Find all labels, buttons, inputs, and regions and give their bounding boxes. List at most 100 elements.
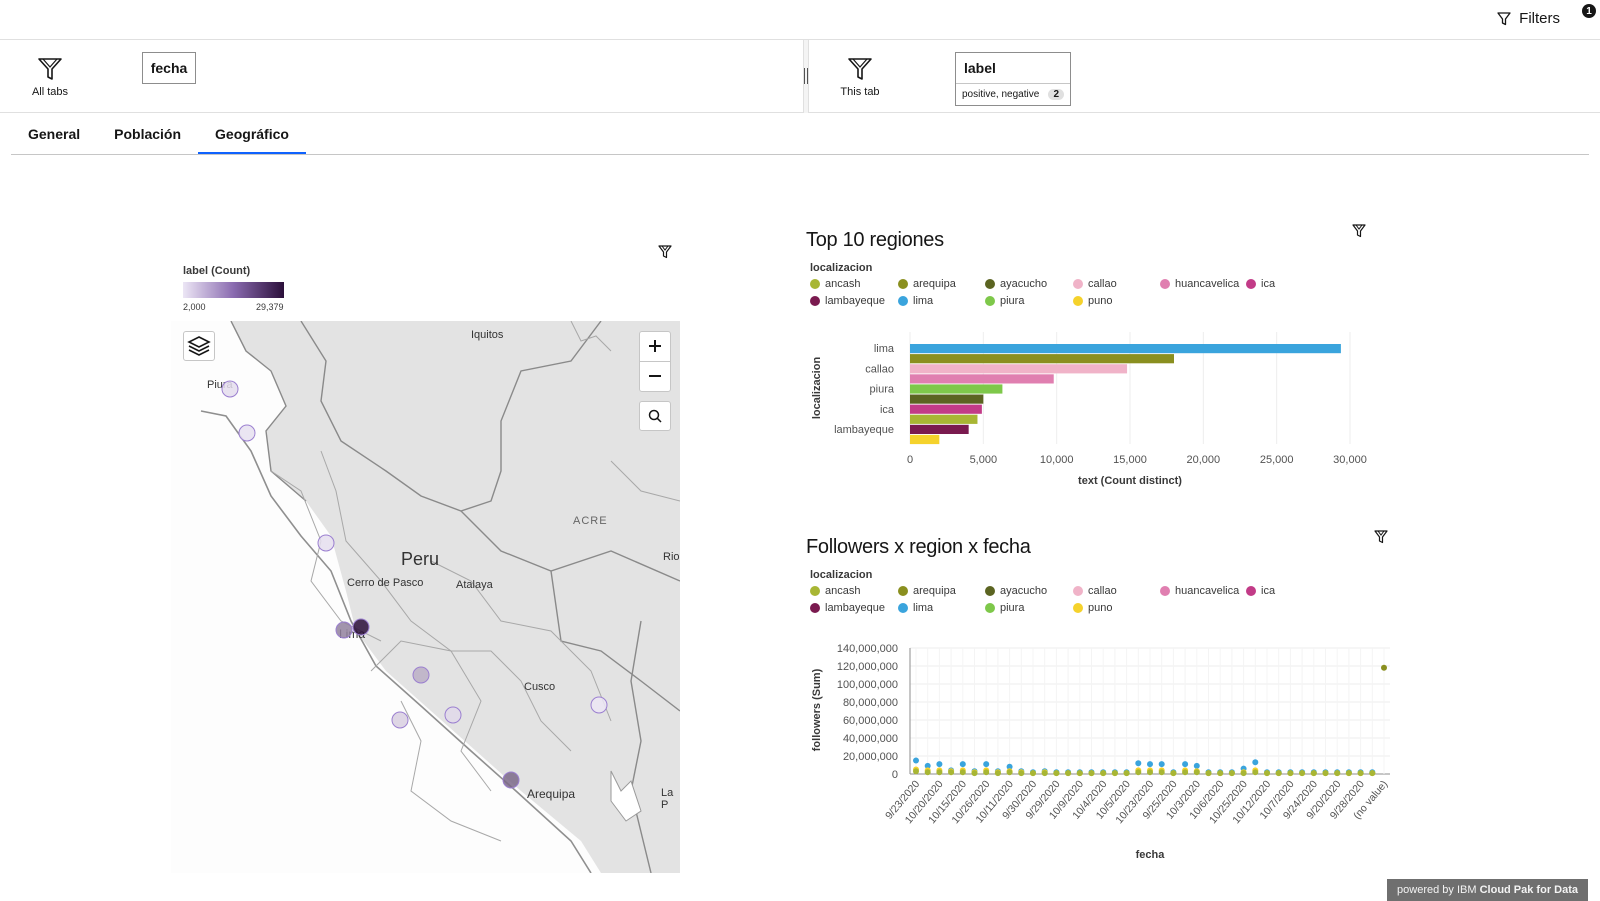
legend-item-huancavelica[interactable]: huancavelica xyxy=(1160,585,1246,597)
scatter-point-ancash[interactable] xyxy=(1322,770,1329,777)
bar-huancavelica[interactable] xyxy=(910,374,1054,384)
legend-item-piura[interactable]: piura xyxy=(985,295,1073,307)
scatter-point-ancash[interactable] xyxy=(1228,770,1235,777)
bar-ica[interactable] xyxy=(910,404,982,414)
map-search-button[interactable] xyxy=(639,401,671,431)
scatter-point-ancash[interactable] xyxy=(1170,770,1177,777)
scatter-point-ancash[interactable] xyxy=(1310,770,1317,777)
legend-item-lambayeque[interactable]: lambayeque xyxy=(810,602,898,614)
scatter-point-ancash[interactable] xyxy=(1053,770,1060,777)
map-point-piura[interactable] xyxy=(221,380,239,398)
scatter-point-ancash[interactable] xyxy=(959,769,966,776)
scatter-point-ancash[interactable] xyxy=(1369,770,1376,777)
map-point-ancash[interactable] xyxy=(317,534,335,552)
legend-item-lima[interactable]: lima xyxy=(898,295,985,307)
scatter-point-ancash[interactable] xyxy=(1205,770,1212,777)
scatter-point-ancash[interactable] xyxy=(1111,770,1118,777)
peru-map[interactable]: Iquitos Piura ACRE Peru Rio Cerro de Pas… xyxy=(171,321,680,873)
bar-lima[interactable] xyxy=(910,344,1341,354)
map-point-callao[interactable] xyxy=(335,621,353,639)
all-tabs-filter-button[interactable]: All tabs xyxy=(20,56,80,98)
scatter-point-ancash[interactable] xyxy=(1275,770,1282,777)
legend-item-callao[interactable]: callao xyxy=(1073,585,1160,597)
scatter-point-ancash[interactable] xyxy=(1193,769,1200,776)
scatter-point-ancash[interactable] xyxy=(1088,770,1095,777)
legend-item-piura[interactable]: piura xyxy=(985,602,1073,614)
scatter-point-ancash[interactable] xyxy=(1264,770,1270,777)
chart2-filter-button[interactable] xyxy=(1374,530,1388,549)
scatter-point-ancash[interactable] xyxy=(1287,770,1294,777)
scatter-point-ancash[interactable] xyxy=(1041,770,1048,777)
scatter-point-ancash[interactable] xyxy=(924,769,931,776)
scatter-point-arequipa[interactable] xyxy=(1381,664,1387,671)
zoom-in-button[interactable] xyxy=(640,332,670,362)
scatter-point-lima[interactable] xyxy=(1147,761,1153,768)
legend-item-ancash[interactable]: ancash xyxy=(810,585,898,597)
legend-item-ayacucho[interactable]: ayacucho xyxy=(985,585,1073,597)
scatter-point-ancash[interactable] xyxy=(936,769,943,776)
map-point-arequipa[interactable] xyxy=(502,771,520,789)
tab-poblacion[interactable]: Población xyxy=(114,126,182,142)
map-point-lambayeque[interactable] xyxy=(238,424,256,442)
scatter-point-ancash[interactable] xyxy=(1006,769,1013,776)
scatter-point-ancash[interactable] xyxy=(1065,770,1072,777)
bar-puno[interactable] xyxy=(910,434,940,445)
scatter-point-ancash[interactable] xyxy=(1018,770,1025,777)
this-tab-filter-button[interactable]: This tab xyxy=(830,56,890,98)
map-filter-button[interactable] xyxy=(658,245,672,264)
bar-arequipa[interactable] xyxy=(910,354,1174,364)
tab-geografico[interactable]: Geográfico xyxy=(198,113,306,154)
map-point-ica[interactable] xyxy=(391,711,409,729)
scatter-point-ancash[interactable] xyxy=(1299,770,1306,777)
scatter-point-lima[interactable] xyxy=(959,761,966,768)
legend-item-lambayeque[interactable]: lambayeque xyxy=(810,295,898,307)
tab-general[interactable]: General xyxy=(28,126,81,142)
scatter-point-ancash[interactable] xyxy=(994,770,1001,777)
scatter-point-lima[interactable] xyxy=(1135,760,1142,767)
scatter-point-ancash[interactable] xyxy=(1252,769,1259,776)
scatter-point-lima[interactable] xyxy=(913,757,919,764)
bar-ancash[interactable] xyxy=(910,414,978,424)
map-point-huancavelica[interactable] xyxy=(412,666,430,684)
scatter-point-ancash[interactable] xyxy=(1158,769,1165,776)
scatter-point-lima[interactable] xyxy=(1006,763,1013,770)
map-point-lima[interactable] xyxy=(352,618,370,636)
scatter-point-ancash[interactable] xyxy=(1147,769,1153,776)
scatter-point-ancash[interactable] xyxy=(913,768,919,775)
scatter-point-ancash[interactable] xyxy=(1182,769,1189,776)
scatter-point-lima[interactable] xyxy=(1182,761,1189,768)
scatter-point-lima[interactable] xyxy=(1193,762,1200,769)
scatter-point-ancash[interactable] xyxy=(1240,770,1247,777)
scatter-point-ancash[interactable] xyxy=(1217,770,1224,777)
scatter-point-ancash[interactable] xyxy=(1030,770,1036,777)
scatter-point-ancash[interactable] xyxy=(948,769,955,776)
scatter-point-ancash[interactable] xyxy=(971,770,978,777)
scatter-point-lima[interactable] xyxy=(1158,761,1165,768)
legend-item-ica[interactable]: ica xyxy=(1246,278,1306,290)
scatter-point-ancash[interactable] xyxy=(1334,770,1341,777)
scatter-point-ancash[interactable] xyxy=(1123,770,1130,777)
scatter-point-ancash[interactable] xyxy=(1100,770,1107,777)
chart1-filter-button[interactable] xyxy=(1352,224,1366,243)
bar-callao[interactable] xyxy=(910,364,1128,374)
layers-button[interactable] xyxy=(183,331,215,361)
scatter-point-lima[interactable] xyxy=(924,762,931,769)
fecha-filter-chip[interactable]: fecha xyxy=(142,52,196,84)
legend-item-huancavelica[interactable]: huancavelica xyxy=(1160,278,1246,290)
legend-item-lima[interactable]: lima xyxy=(898,602,985,614)
scatter-point-lima[interactable] xyxy=(936,761,943,768)
legend-item-arequipa[interactable]: arequipa xyxy=(898,585,985,597)
legend-item-arequipa[interactable]: arequipa xyxy=(898,278,985,290)
legend-item-puno[interactable]: puno xyxy=(1073,602,1160,614)
label-filter-chip[interactable]: label positive, negative 2 xyxy=(955,52,1071,106)
map-point-puno[interactable] xyxy=(590,696,608,714)
scatter-point-ancash[interactable] xyxy=(1357,770,1364,777)
legend-item-ica[interactable]: ica xyxy=(1246,585,1306,597)
bar-lambayeque[interactable] xyxy=(910,424,969,434)
scatter-point-lima[interactable] xyxy=(983,761,990,768)
filters-button[interactable]: Filters xyxy=(1497,10,1560,27)
bar-piura[interactable] xyxy=(910,384,1003,394)
legend-item-callao[interactable]: callao xyxy=(1073,278,1160,290)
filter-bar-resize-handle[interactable] xyxy=(803,40,809,113)
zoom-out-button[interactable] xyxy=(640,362,670,391)
